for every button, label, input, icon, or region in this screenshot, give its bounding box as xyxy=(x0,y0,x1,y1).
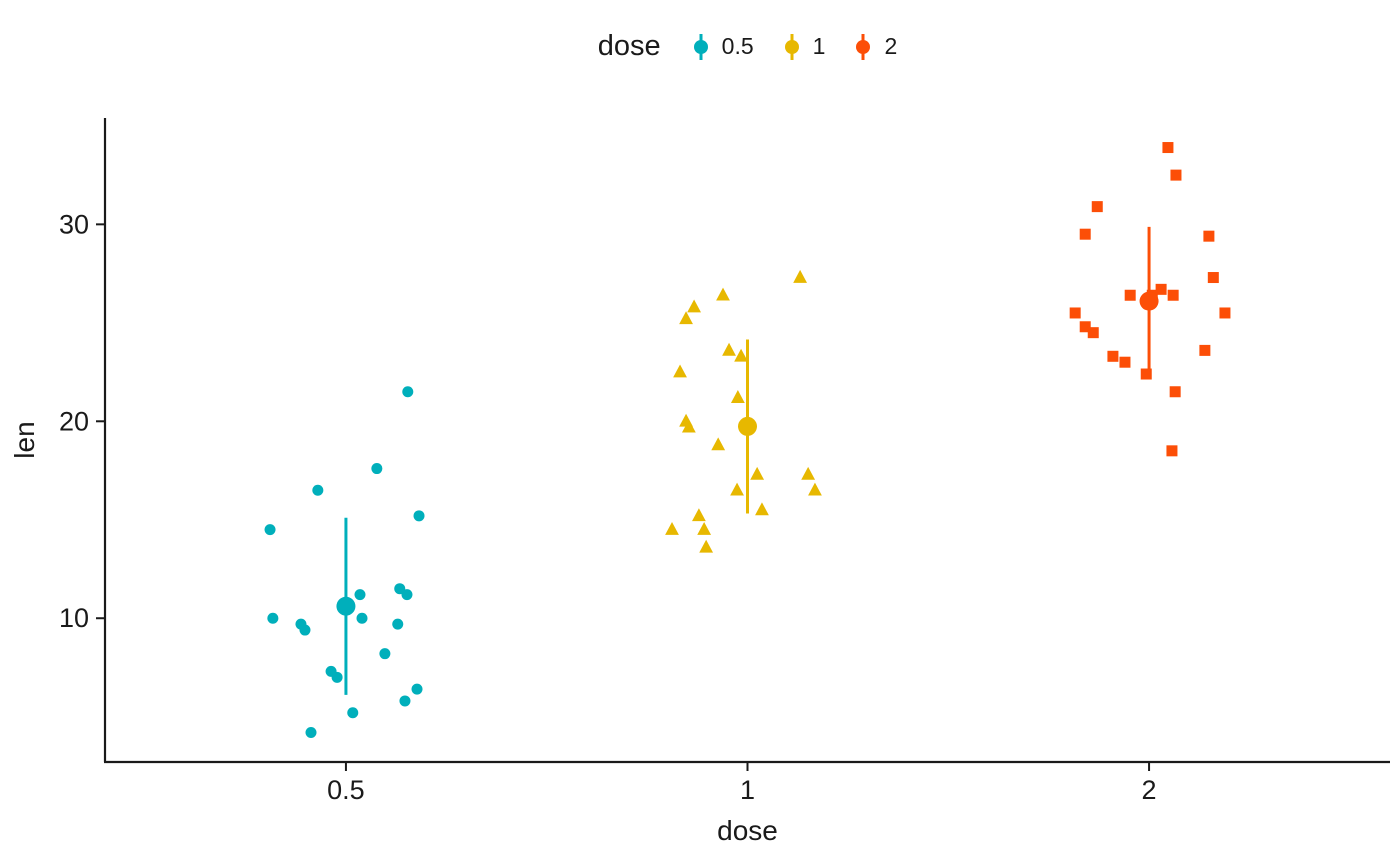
legend-item-dose-1: 1 xyxy=(784,32,826,62)
legend: dose 0.5 1 2 xyxy=(105,30,1390,63)
legend-item-label: 0.5 xyxy=(721,33,754,59)
legend-item-label: 2 xyxy=(884,33,898,59)
legend-item-label: 1 xyxy=(812,33,826,59)
pointrange-key-icon xyxy=(855,32,871,62)
legend-item-dose-0-5: 0.5 xyxy=(693,32,754,62)
svg-text:20: 20 xyxy=(59,406,89,436)
pointrange-key-icon xyxy=(693,32,709,62)
svg-text:1: 1 xyxy=(740,775,755,805)
svg-text:30: 30 xyxy=(59,209,89,239)
svg-text:dose: dose xyxy=(717,815,778,846)
svg-text:10: 10 xyxy=(59,603,89,633)
legend-item-dose-2: 2 xyxy=(855,32,897,62)
svg-text:len: len xyxy=(9,421,40,458)
svg-text:0.5: 0.5 xyxy=(327,775,365,805)
legend-title: dose xyxy=(597,30,661,62)
pointrange-key-icon xyxy=(784,32,800,62)
svg-text:2: 2 xyxy=(1142,775,1157,805)
